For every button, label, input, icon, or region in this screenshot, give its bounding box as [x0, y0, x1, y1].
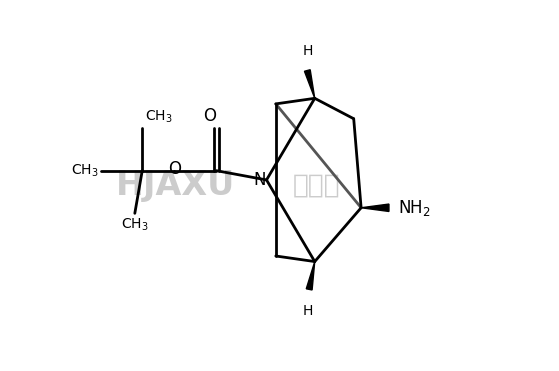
Polygon shape [305, 70, 315, 98]
Text: HJAXU: HJAXU [116, 169, 235, 202]
Text: 化学加: 化学加 [293, 173, 340, 198]
Text: O: O [203, 107, 216, 125]
Polygon shape [306, 262, 315, 290]
Text: H: H [302, 304, 312, 318]
Text: CH$_3$: CH$_3$ [121, 216, 149, 233]
Text: CH$_3$: CH$_3$ [71, 162, 98, 179]
Text: NH$_2$: NH$_2$ [398, 198, 431, 218]
Polygon shape [361, 204, 389, 211]
Text: CH$_3$: CH$_3$ [145, 109, 173, 125]
Text: H: H [302, 43, 312, 58]
Text: O: O [168, 160, 181, 178]
Text: N: N [254, 171, 266, 189]
